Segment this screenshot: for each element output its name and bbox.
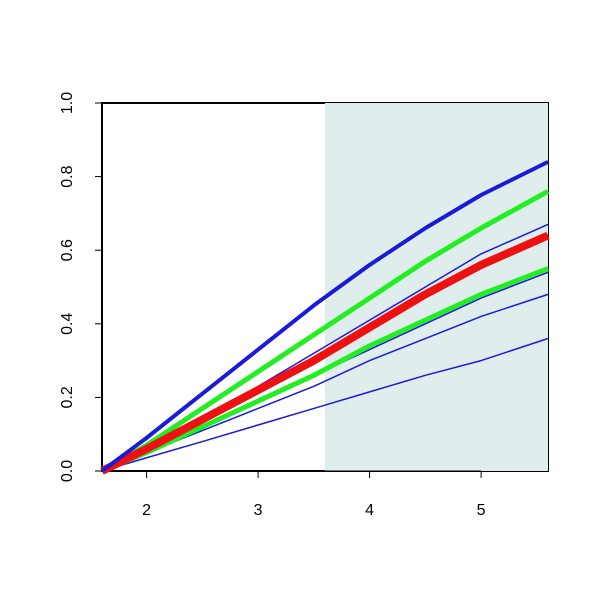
y-tick-label: 0.4 — [59, 313, 76, 335]
x-tick-label: 3 — [254, 502, 263, 519]
series-line — [100, 160, 549, 473]
y-tick-label: 0.0 — [59, 460, 76, 482]
y-tick-label: 0.2 — [59, 386, 76, 408]
y-tick-label: 1.0 — [59, 92, 76, 114]
y-tick-label: 0.8 — [59, 165, 76, 187]
series-line — [101, 266, 549, 474]
y-tick-label: 0.6 — [59, 239, 76, 261]
x-tick-label: 5 — [477, 502, 486, 519]
series-line — [100, 231, 550, 475]
x-tick-label: 4 — [365, 502, 374, 519]
series-line — [100, 189, 550, 474]
series-line — [101, 337, 549, 472]
x-tick-label: 2 — [142, 502, 151, 519]
